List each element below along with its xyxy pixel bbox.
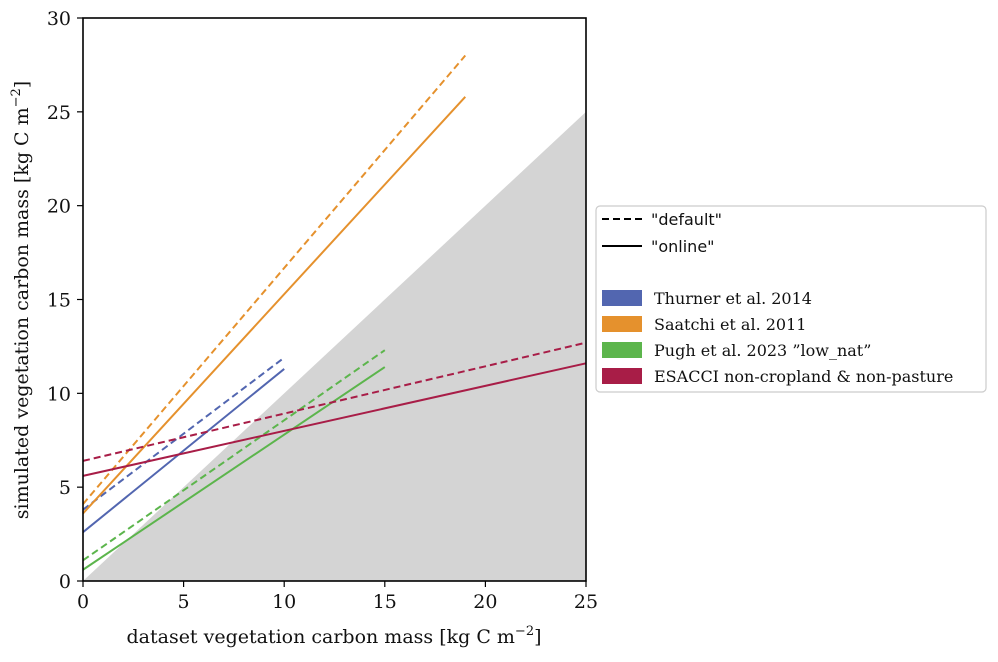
series-line-6 [82, 341, 587, 462]
y-tick-label: 20 [47, 196, 71, 218]
y-tick-label: 0 [59, 571, 71, 593]
series-line-3 [82, 96, 467, 515]
y-tick-label: 30 [47, 8, 71, 30]
series-line-1 [82, 368, 285, 533]
y-tick-label: 15 [47, 290, 71, 312]
y-tick-label: 10 [47, 383, 71, 405]
series-line-4 [82, 349, 386, 562]
legend-color-swatch [602, 316, 642, 332]
legend-color-swatch [602, 368, 642, 384]
y-tick-label: 5 [59, 477, 71, 499]
x-axis-label: dataset vegetation carbon mass [kg C m−2… [126, 624, 541, 648]
legend-color-label: Thurner et al. 2014 [654, 289, 812, 308]
x-tick-label: 25 [574, 591, 598, 613]
series-line-7 [82, 362, 587, 477]
legend: "default" "online" Thurner et al. 2014 Saat… [595, 205, 987, 393]
y-tick-label: 25 [47, 102, 71, 124]
x-tick-label: 15 [373, 591, 397, 613]
legend-color-label: Saatchi et al. 2011 [654, 315, 806, 334]
plot-area [82, 54, 587, 581]
x-tick-label: 0 [77, 591, 89, 613]
axes: 0 5 10 15 20 25 0 5 10 15 20 25 30 [47, 8, 598, 613]
x-tick-label: 10 [272, 591, 296, 613]
x-tick-label: 5 [178, 591, 190, 613]
x-tick-label: 20 [473, 591, 497, 613]
legend-box [595, 205, 987, 393]
legend-linestyle-label: "online" [651, 237, 715, 256]
legend-color-label: Pugh et al. 2023 ”low_nat” [654, 341, 871, 360]
series-line-0 [82, 356, 285, 511]
legend-color-label: ESACCI non-cropland & non-pasture [654, 367, 953, 386]
legend-linestyle-label: "default" [651, 210, 722, 229]
y-axis-label: simulated vegetation carbon mass [kg C m… [9, 81, 33, 519]
shaded-region [83, 111, 586, 581]
legend-color-swatch [602, 290, 642, 306]
legend-color-swatch [602, 342, 642, 358]
